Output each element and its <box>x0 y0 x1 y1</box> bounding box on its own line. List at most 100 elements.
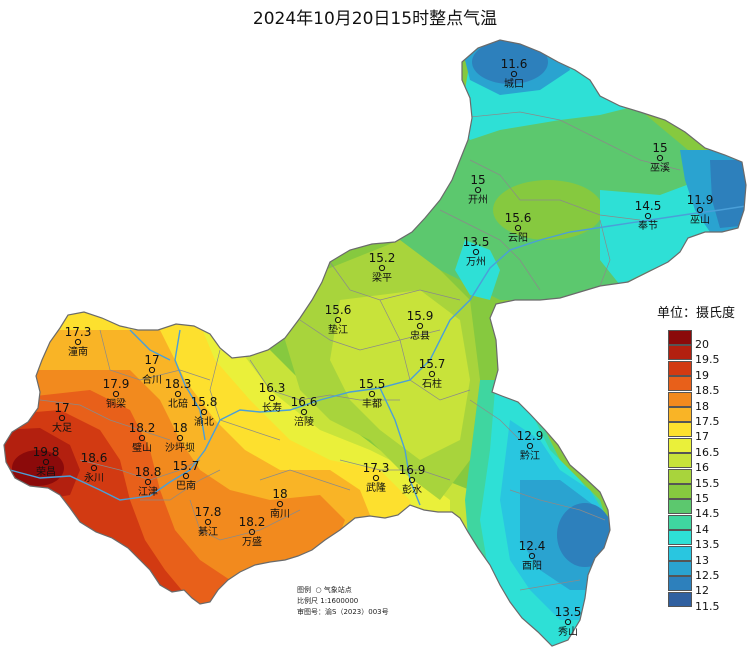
station: 15.6 云阳 <box>505 211 532 244</box>
legend-item: 19 <box>668 360 748 382</box>
station: 18.8 江津 <box>135 465 162 498</box>
station-name: 秀山 <box>558 626 578 638</box>
station-name: 彭水 <box>402 483 422 496</box>
station-value: 15.6 <box>325 303 352 317</box>
station-marker-icon <box>42 458 50 466</box>
station-value: 18.6 <box>81 451 108 465</box>
station-marker-icon <box>90 464 98 472</box>
legend-item: 11.5 <box>668 591 748 613</box>
station-name: 璧山 <box>132 441 152 454</box>
legend-label: 12 <box>695 584 709 598</box>
station-name: 忠县 <box>410 330 430 342</box>
info-scale-row: 比例尺 1:1600000 <box>297 596 389 607</box>
station: 17 合川 <box>142 353 162 386</box>
station: 15.9 忠县 <box>407 309 434 342</box>
legend-label: 16 <box>695 461 709 475</box>
legend-item: 17 <box>668 422 748 443</box>
station-value: 18 <box>272 487 287 501</box>
station: 12.4 酉阳 <box>519 539 546 572</box>
legend-label: 12.5 <box>695 569 720 582</box>
legend-item: 14 <box>668 514 748 536</box>
station-value: 11.9 <box>687 193 714 207</box>
station-value: 18.2 <box>129 421 156 435</box>
station-marker-icon <box>416 322 424 330</box>
station-marker-icon <box>408 476 416 484</box>
station-name: 梁平 <box>372 271 392 284</box>
station: 18.2 璧山 <box>129 421 156 454</box>
station-value: 15.8 <box>191 395 218 409</box>
legend-item: 17.5 <box>668 407 748 428</box>
station-marker-icon <box>74 338 82 346</box>
legend-item: 13 <box>668 545 748 567</box>
legend-item: 12 <box>668 576 748 597</box>
station-marker-icon <box>200 408 208 416</box>
legend-swatch <box>668 407 692 422</box>
legend-swatch <box>668 345 692 361</box>
station-value: 15 <box>652 141 667 155</box>
station-value: 17.3 <box>65 325 92 339</box>
station-marker-icon <box>182 472 190 480</box>
station-name: 渝北 <box>194 415 214 428</box>
station-marker-icon <box>334 316 342 324</box>
station-marker-icon <box>656 154 664 162</box>
legend-label: 15.5 <box>695 476 720 490</box>
legend-label: 15 <box>695 492 709 505</box>
rivers <box>9 205 746 506</box>
station-name: 巫山 <box>690 214 710 226</box>
station-marker-icon <box>696 206 704 214</box>
station-marker-icon <box>58 414 66 422</box>
station-marker-icon <box>368 390 376 398</box>
station-marker-icon <box>514 224 522 232</box>
station-name: 万州 <box>466 256 486 268</box>
legend-swatch <box>668 499 692 515</box>
station-value: 15.5 <box>359 377 386 391</box>
station: 18.6 永川 <box>81 451 108 484</box>
station: 15 开州 <box>468 173 488 206</box>
station-value: 19.8 <box>33 445 60 459</box>
legend-label: 14.5 <box>695 507 720 521</box>
station: 18 沙坪坝 <box>165 421 195 454</box>
station-name: 垫江 <box>328 323 348 336</box>
station-marker-icon <box>372 474 380 482</box>
legend-item: 13.5 <box>668 530 748 551</box>
station-value: 13.5 <box>555 605 582 619</box>
legend-swatch <box>668 514 692 530</box>
station: 19.8 荣昌 <box>33 445 60 478</box>
legend-item: 18.5 <box>668 376 748 397</box>
station-marker-icon <box>268 394 276 402</box>
legend-swatch <box>668 545 692 561</box>
station-name: 万盛 <box>242 535 262 548</box>
station-value: 15.2 <box>369 251 396 265</box>
station: 17.3 武隆 <box>363 461 390 494</box>
station-value: 11.6 <box>501 57 528 71</box>
legend-item: 12.5 <box>668 561 748 582</box>
station-marker-icon <box>428 370 436 378</box>
station: 16.6 涪陵 <box>291 395 318 428</box>
legend-swatch <box>668 437 692 453</box>
legend-label: 18.5 <box>695 384 720 398</box>
legend-item: 19.5 <box>668 345 748 366</box>
legend-swatch <box>668 591 692 607</box>
station: 16.3 长寿 <box>259 381 286 414</box>
station-marker-icon <box>474 186 482 194</box>
legend-swatch <box>668 391 692 407</box>
station: 17.3 潼南 <box>65 325 92 358</box>
station: 14.5 奉节 <box>635 199 662 232</box>
station-value: 15 <box>470 173 485 187</box>
legend-swatch <box>668 530 692 546</box>
legend-label: 17.5 <box>695 415 720 428</box>
station: 17.8 綦江 <box>195 505 222 538</box>
station-value: 15.7 <box>173 459 200 473</box>
station-name: 涪陵 <box>294 415 314 428</box>
legend-item: 14.5 <box>668 499 748 520</box>
legend-swatch <box>668 376 692 392</box>
station-value: 17 <box>54 401 69 415</box>
legend-label: 13 <box>695 553 709 567</box>
station: 13.5 万州 <box>463 235 490 268</box>
station: 15.6 垫江 <box>325 303 352 336</box>
station-marker-icon <box>138 434 146 442</box>
info-scale-value: 1:1600000 <box>320 597 359 605</box>
legend-swatch <box>668 453 692 469</box>
county-boundaries <box>39 111 681 591</box>
legend-item: 18 <box>668 391 748 413</box>
